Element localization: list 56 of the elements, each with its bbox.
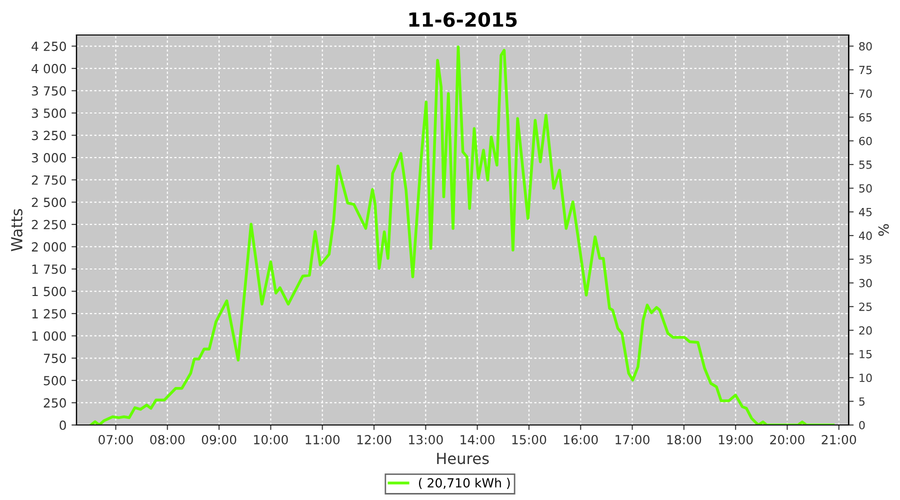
- y-tick-label: 0: [60, 420, 66, 430]
- y2-tick-label: 80: [859, 42, 872, 51]
- x-tick-label: 11:00: [306, 434, 340, 444]
- y-tick-label: 250: [44, 398, 66, 408]
- y-tick-label: 3 500: [32, 108, 66, 118]
- x-tick-label: 10:00: [254, 434, 288, 444]
- y-axis-title: Watts: [11, 209, 22, 252]
- y2-tick-label: 5: [859, 397, 865, 406]
- x-tick-label: 16:00: [564, 434, 598, 444]
- y-tick-label: 2 000: [32, 242, 66, 252]
- y2-tick-label: 30: [859, 278, 872, 288]
- x-tick-label: 12:00: [357, 434, 392, 444]
- y-tick-label: 3 750: [32, 86, 66, 96]
- y-tick-label: 2 250: [32, 220, 66, 230]
- x-tick-label: 13:00: [409, 434, 443, 444]
- y-tick-label: 4 000: [32, 64, 66, 74]
- y2-tick-label: 65: [859, 113, 872, 122]
- y-tick-label: 2 750: [32, 175, 66, 185]
- x-tick-label: 20:00: [770, 434, 804, 444]
- y-tick-label: 1 250: [32, 309, 66, 318]
- y-tick-label: 1 500: [32, 286, 66, 296]
- y-tick-label: 3 000: [32, 153, 66, 162]
- y2-tick-label: 55: [859, 160, 872, 169]
- y2-tick-label: 35: [859, 255, 872, 264]
- x-tick-label: 14:00: [460, 434, 494, 444]
- y2-tick-label: 45: [858, 208, 872, 216]
- y2-tick-label: 50: [859, 184, 872, 193]
- x-tick-label: 19:00: [718, 434, 753, 444]
- y2-axis-title: %: [878, 224, 889, 236]
- x-tick-label: 07:00: [98, 434, 133, 444]
- x-tick-label: 15:00: [512, 434, 546, 444]
- y2-tick-label: 25: [859, 302, 872, 311]
- y2-tick-label: 20: [859, 326, 872, 335]
- y-tick-label: 1 750: [32, 264, 66, 274]
- x-tick-label: 09:00: [202, 434, 236, 444]
- x-tick-label: 17:00: [616, 434, 650, 444]
- line-series: [90, 46, 835, 425]
- y-tick-label: 4 250: [32, 42, 66, 52]
- y-tick-label: 1 000: [32, 331, 66, 341]
- y-tick-label: 750: [44, 354, 66, 364]
- y2-tick-label: 10: [860, 374, 872, 382]
- y-tick-label: 3 250: [32, 130, 66, 140]
- x-axis-title: Heures: [437, 452, 489, 464]
- x-tick-label: 18:00: [667, 434, 702, 444]
- y-tick-label: 500: [44, 376, 66, 386]
- legend-label: ( 20,710 kWh ): [418, 478, 510, 490]
- y2-tick-label: 75: [859, 66, 872, 74]
- x-tick-label: 21:00: [822, 434, 856, 444]
- y2-tick-label: 15: [860, 350, 872, 358]
- chart-title: 11-6-2015: [409, 12, 517, 27]
- y2-tick-label: 70: [859, 89, 872, 98]
- y2-tick-label: 40: [858, 232, 872, 240]
- x-tick-label: 08:00: [150, 434, 185, 444]
- y2-tick-label: 0: [859, 420, 865, 430]
- y2-tick-label: 60: [859, 136, 872, 146]
- y-tick-label: 2 500: [32, 198, 66, 208]
